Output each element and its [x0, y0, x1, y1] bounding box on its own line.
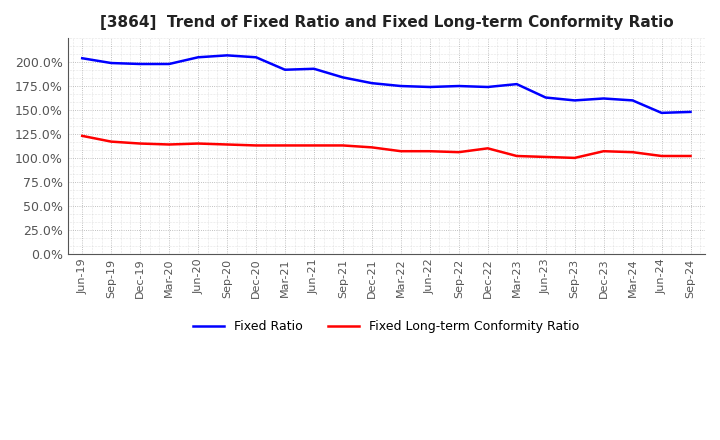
Fixed Ratio [368, 81, 377, 86]
Fixed Long-term Conformity Ratio [599, 149, 608, 154]
Fixed Ratio [397, 84, 405, 89]
Fixed Ratio [338, 75, 347, 80]
Fixed Ratio [281, 67, 289, 72]
Fixed Long-term Conformity Ratio [165, 142, 174, 147]
Fixed Ratio [686, 109, 695, 114]
Title: [3864]  Trend of Fixed Ratio and Fixed Long-term Conformity Ratio: [3864] Trend of Fixed Ratio and Fixed Lo… [99, 15, 673, 30]
Fixed Long-term Conformity Ratio [570, 155, 579, 161]
Fixed Long-term Conformity Ratio [78, 133, 86, 139]
Fixed Ratio [483, 84, 492, 90]
Fixed Ratio [426, 84, 434, 90]
Line: Fixed Long-term Conformity Ratio: Fixed Long-term Conformity Ratio [82, 136, 690, 158]
Fixed Ratio [136, 61, 145, 66]
Fixed Ratio [513, 81, 521, 87]
Fixed Ratio [165, 61, 174, 66]
Fixed Ratio [78, 55, 86, 61]
Fixed Ratio [454, 84, 463, 89]
Fixed Long-term Conformity Ratio [454, 150, 463, 155]
Fixed Long-term Conformity Ratio [310, 143, 318, 148]
Fixed Ratio [310, 66, 318, 71]
Fixed Long-term Conformity Ratio [483, 146, 492, 151]
Legend: Fixed Ratio, Fixed Long-term Conformity Ratio: Fixed Ratio, Fixed Long-term Conformity … [188, 315, 585, 338]
Fixed Long-term Conformity Ratio [107, 139, 115, 144]
Fixed Long-term Conformity Ratio [426, 149, 434, 154]
Fixed Long-term Conformity Ratio [222, 142, 231, 147]
Fixed Long-term Conformity Ratio [686, 154, 695, 159]
Fixed Long-term Conformity Ratio [397, 149, 405, 154]
Fixed Long-term Conformity Ratio [252, 143, 261, 148]
Fixed Long-term Conformity Ratio [629, 150, 637, 155]
Fixed Long-term Conformity Ratio [368, 145, 377, 150]
Line: Fixed Ratio: Fixed Ratio [82, 55, 690, 113]
Fixed Ratio [541, 95, 550, 100]
Fixed Long-term Conformity Ratio [338, 143, 347, 148]
Fixed Long-term Conformity Ratio [541, 154, 550, 160]
Fixed Long-term Conformity Ratio [136, 141, 145, 146]
Fixed Long-term Conformity Ratio [513, 154, 521, 159]
Fixed Ratio [599, 96, 608, 101]
Fixed Ratio [657, 110, 666, 116]
Fixed Long-term Conformity Ratio [657, 154, 666, 159]
Fixed Long-term Conformity Ratio [281, 143, 289, 148]
Fixed Ratio [570, 98, 579, 103]
Fixed Ratio [629, 98, 637, 103]
Fixed Long-term Conformity Ratio [194, 141, 202, 146]
Fixed Ratio [107, 60, 115, 66]
Fixed Ratio [252, 55, 261, 60]
Fixed Ratio [194, 55, 202, 60]
Fixed Ratio [222, 53, 231, 58]
